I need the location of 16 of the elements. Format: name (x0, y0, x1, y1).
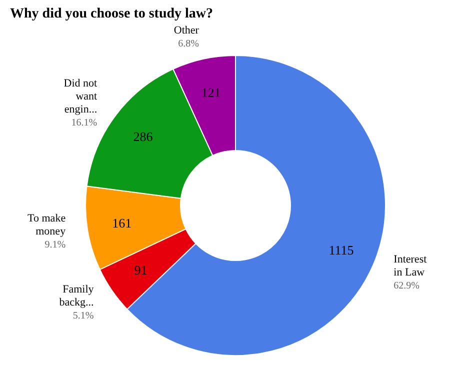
text: 6.8% (178, 38, 199, 50)
text: 5.1% (72, 310, 94, 322)
text: 9.1% (44, 240, 66, 251)
text: 62.9% (394, 280, 420, 292)
data-label: 286 (133, 129, 154, 144)
slice-label: Interest in Law (394, 254, 427, 279)
slice-label: Other (174, 24, 200, 36)
text: 16.1% (71, 117, 98, 128)
slice-label: To make money (28, 212, 66, 238)
slice-label: Did not want engin... (64, 77, 98, 116)
data-label: 1115 (328, 242, 354, 258)
data-label: 161 (112, 215, 132, 230)
slice-label: Family backg... (59, 283, 94, 308)
data-label: 121 (201, 85, 221, 100)
data-label: 91 (134, 262, 148, 278)
chart-title: Why did you choose to study law? (10, 6, 214, 22)
